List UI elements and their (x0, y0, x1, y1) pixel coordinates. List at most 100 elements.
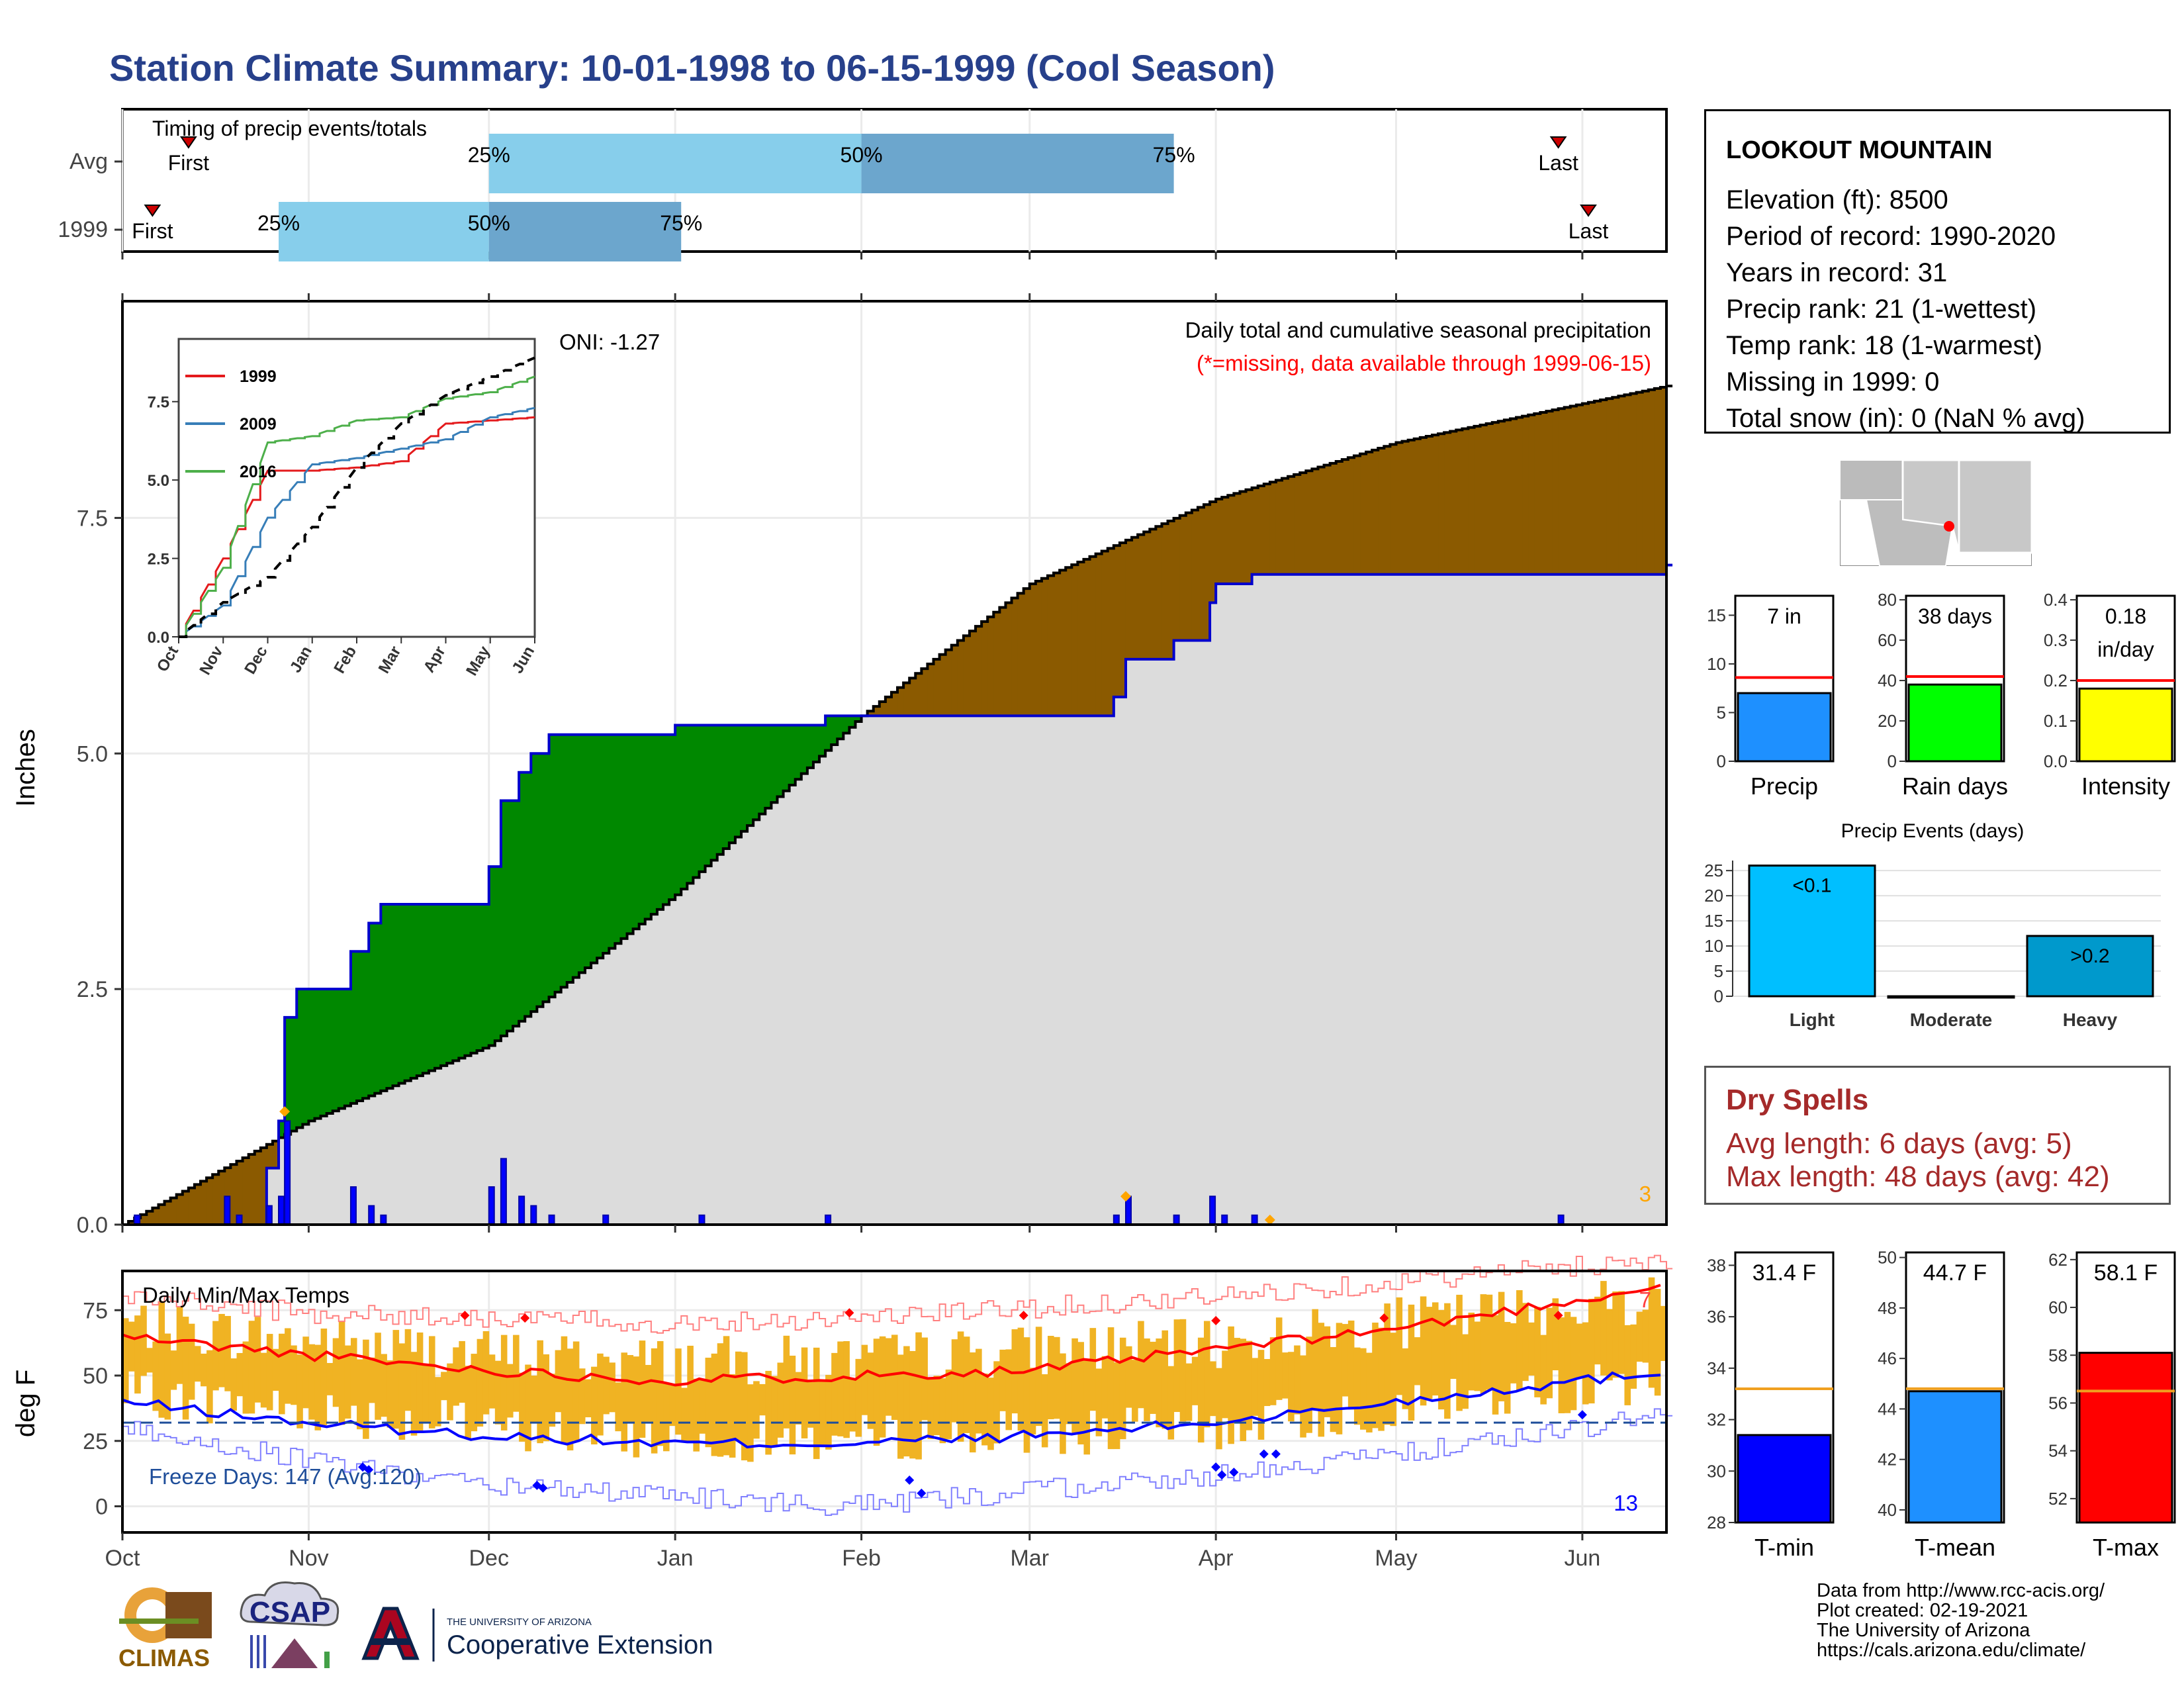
temp-daily-range-bar (392, 1330, 400, 1429)
precip-cumulative-area (1216, 584, 1222, 1225)
temp-daily-range-bar (1618, 1291, 1625, 1374)
precip-cumulative-area (1083, 716, 1091, 1225)
precip-cumulative-area (494, 1041, 502, 1225)
precip-cumulative-area (1318, 574, 1325, 1225)
precip-below-average-fill (1408, 440, 1415, 575)
precip-daily-bar (1113, 1214, 1120, 1225)
temp-daily-range-bar (128, 1321, 135, 1372)
temp-daily-range-bar (176, 1306, 183, 1384)
temp-daily-range-bar (1450, 1325, 1457, 1380)
temp-daily-range-bar (1612, 1291, 1619, 1378)
precip-below-average-fill (1516, 417, 1523, 575)
precip-y-tick-label: 0.0 (77, 1213, 108, 1238)
station-name: LOOKOUT MOUNTAIN (1726, 136, 1993, 164)
precip-daily-bar (602, 1214, 610, 1225)
temp-daily-range-bar (951, 1339, 958, 1423)
summary-y-tick-label: 5 (1717, 702, 1726, 722)
precip-daily-bar (1209, 1196, 1216, 1225)
precip-cumulative-area (1197, 640, 1205, 1225)
temp-y-tick-label: 25 (83, 1429, 108, 1454)
temp-daily-range-bar (1107, 1327, 1115, 1450)
temp-daily-range-bar (212, 1321, 219, 1391)
precip-above-average-fill (350, 951, 357, 1103)
precip-daily-bar (134, 1214, 141, 1225)
precip-above-average-fill (747, 725, 754, 826)
precip-above-average-fill (482, 904, 490, 1049)
temp-daily-range-bar (272, 1348, 279, 1391)
precip-below-average-fill (146, 1211, 153, 1225)
summary-value-label: 0.18 (2105, 604, 2146, 628)
summary-y-tick-label: 15 (1707, 605, 1726, 625)
precip-above-average-fill (404, 904, 412, 1081)
precip-cumulative-area (969, 716, 976, 1225)
timing-first-label: First (168, 151, 209, 175)
temp-daily-range-bar (1648, 1277, 1655, 1388)
temp-y-tick-label: 0 (95, 1495, 108, 1520)
precip-cumulative-area (332, 1111, 340, 1225)
precip-cumulative-area (1089, 716, 1097, 1225)
summary-y-tick-label: 0 (1717, 751, 1726, 771)
precip-below-average-fill (1336, 461, 1343, 575)
temp-daily-range-bar (1384, 1303, 1390, 1425)
precip-cumulative-area (326, 1113, 334, 1225)
timing-last-label: Last (1538, 151, 1578, 175)
precip-cumulative-area (447, 1063, 453, 1225)
precip-cumulative-area (1132, 659, 1138, 1225)
precip-daily-bar (278, 1196, 285, 1225)
precip-below-average-fill (1648, 389, 1655, 575)
csap-logo-text: CSAP (250, 1596, 330, 1628)
precip-above-average-fill (531, 753, 537, 1012)
temp-daily-range-bar (1185, 1363, 1193, 1421)
precip-cumulative-area (1558, 574, 1565, 1225)
temp-daily-range-bar (441, 1372, 447, 1401)
precip-cumulative-area (999, 716, 1007, 1225)
precip-below-average-fill (212, 1174, 219, 1225)
summary-y-tick-label: 0.3 (2044, 630, 2068, 650)
precip-below-average-fill (897, 687, 904, 716)
precip-daily-bar (530, 1205, 537, 1226)
temp-daily-range-bar (945, 1369, 952, 1440)
precip-below-average-fill (1612, 397, 1619, 575)
inset-y-tick-label: 7.5 (148, 394, 169, 412)
temp-daily-range-bar (1353, 1347, 1361, 1425)
precip-below-average-fill (1047, 575, 1054, 716)
precip-above-average-fill (849, 716, 856, 727)
station-precip-rank: Precip rank: 21 (1-wettest) (1726, 295, 2037, 324)
precip-cumulative-area (422, 1073, 430, 1225)
temp-daily-range-bar (909, 1350, 916, 1459)
station-snow: Total snow (in): 0 (NaN % avg) (1726, 404, 2085, 433)
precip-cumulative-area (1570, 574, 1577, 1225)
precip-cumulative-area (873, 716, 880, 1225)
temp-daily-range-bar (1071, 1338, 1078, 1434)
temp-daily-range-bar (711, 1353, 718, 1456)
precip-daily-bar (488, 1186, 495, 1226)
precip-below-average-fill (194, 1184, 201, 1225)
precip-below-average-fill (140, 1214, 147, 1225)
station-elevation: Elevation (ft): 8500 (1726, 185, 1948, 214)
precip-cumulative-area (1161, 659, 1169, 1225)
precip-below-average-fill (242, 1157, 250, 1225)
precip-above-average-fill (771, 725, 778, 803)
precip-below-average-fill (1107, 548, 1115, 716)
temp-record-low-marker (1271, 1449, 1281, 1459)
temp-record-high-marker (1553, 1311, 1563, 1321)
precip-cumulative-area (1366, 574, 1373, 1225)
precip-above-average-fill (657, 734, 664, 910)
temp-daily-range-bar (513, 1335, 520, 1412)
precip-below-average-fill (1504, 420, 1511, 575)
timing-bar-q50-q75 (861, 134, 1174, 193)
precip-below-average-fill (921, 669, 929, 716)
precip-below-average-fill (272, 1141, 279, 1168)
precip-below-average-fill (1624, 395, 1631, 575)
temp-daily-range-bar (1167, 1366, 1175, 1440)
temp-summary-y-tick-label: 38 (1707, 1255, 1726, 1275)
precip-cumulative-area (279, 1137, 285, 1225)
precip-below-average-fill (1077, 561, 1085, 716)
precip-cumulative-area (1005, 716, 1013, 1225)
temp-daily-range-bar (1594, 1296, 1601, 1365)
precip-cumulative-area (1606, 574, 1613, 1225)
temp-daily-range-bar (1150, 1341, 1156, 1414)
precip-daily-bar (1221, 1214, 1228, 1225)
precip-above-average-fill (783, 725, 790, 791)
timing-row-label: Avg (69, 149, 108, 174)
